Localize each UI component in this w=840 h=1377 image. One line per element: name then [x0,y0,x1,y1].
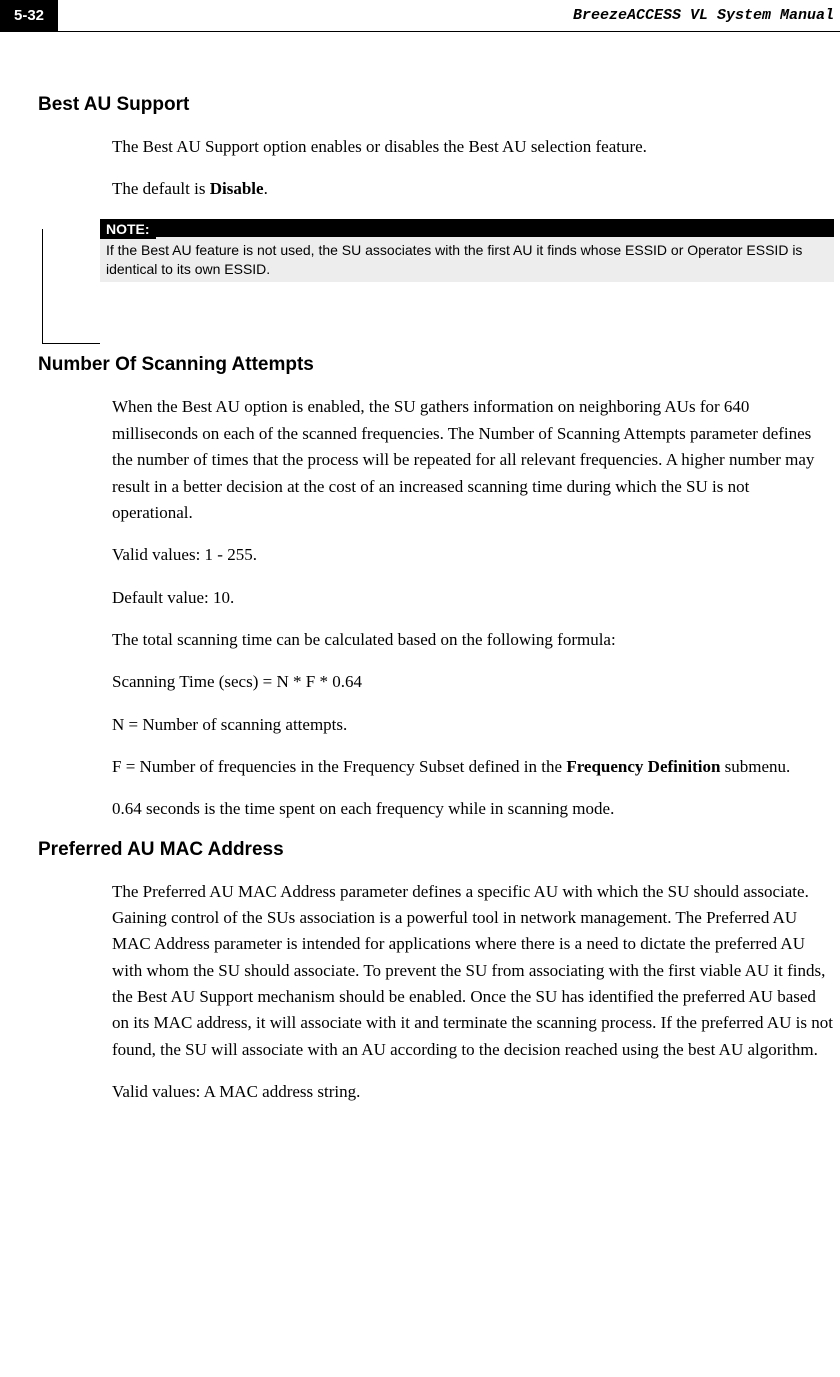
bold-disable: Disable [210,179,264,198]
heading-best-au-support: Best AU Support [38,94,840,116]
bold-freq-def: Frequency Definition [566,757,720,776]
text-span: F = Number of frequencies in the Frequen… [112,757,566,776]
para-scan-8: 0.64 seconds is the time spent on each f… [112,796,834,822]
para-best-au-1: The Best AU Support option enables or di… [112,134,834,160]
text-span: . [264,179,268,198]
heading-preferred-au: Preferred AU MAC Address [38,839,840,861]
para-scan-1: When the Best AU option is enabled, the … [112,394,834,526]
text-span: submenu. [720,757,790,776]
para-scan-7: F = Number of frequencies in the Frequen… [112,754,834,780]
note-body: If the Best AU feature is not used, the … [100,237,834,283]
content-area: Best AU Support The Best AU Support opti… [0,32,840,1105]
note-rule-bottom [42,343,100,344]
para-scan-2: Valid values: 1 - 255. [112,542,834,568]
manual-title: BreezeACCESS VL System Manual [58,7,840,24]
para-scan-5: Scanning Time (secs) = N * F * 0.64 [112,669,834,695]
text-span: The default is [112,179,210,198]
para-scan-6: N = Number of scanning attempts. [112,712,834,738]
note-block: NOTE: If the Best AU feature is not used… [0,219,840,283]
note-box: NOTE: If the Best AU feature is not used… [100,219,834,283]
note-label: NOTE: [100,219,156,239]
note-header: NOTE: [100,219,834,237]
para-best-au-2: The default is Disable. [112,176,834,202]
para-pref-2: Valid values: A MAC address string. [112,1079,834,1105]
para-scan-3: Default value: 10. [112,585,834,611]
para-scan-4: The total scanning time can be calculate… [112,627,834,653]
page-number: 5-32 [0,0,58,32]
para-pref-1: The Preferred AU MAC Address parameter d… [112,879,834,1063]
note-rule-left [42,229,43,345]
page-header: 5-32 BreezeACCESS VL System Manual [0,0,840,32]
heading-number-scanning: Number Of Scanning Attempts [38,354,840,376]
note-container: NOTE: If the Best AU feature is not used… [42,219,834,283]
